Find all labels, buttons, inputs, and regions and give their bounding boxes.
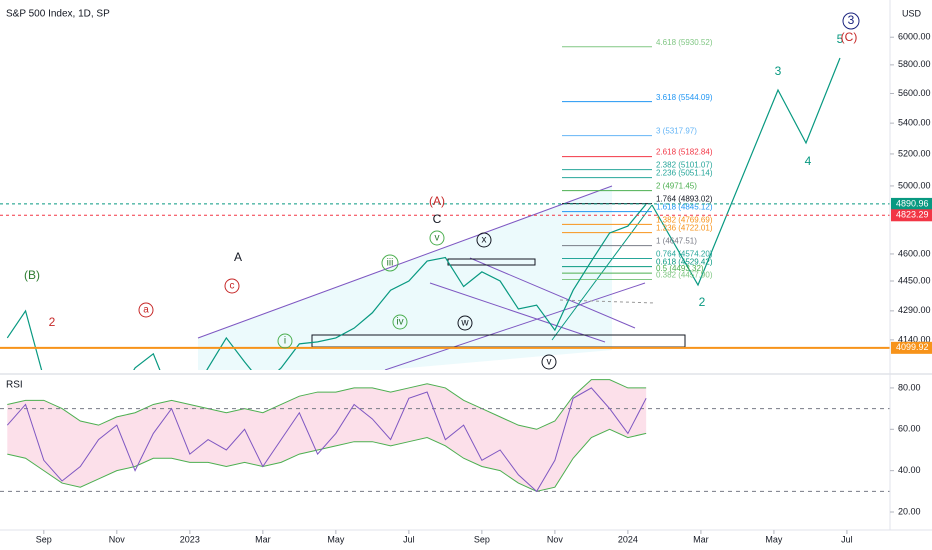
fib-label: 2.236 (5051.14)	[656, 169, 713, 178]
wave-label: w	[460, 318, 469, 329]
x-tick-label: Nov	[109, 534, 126, 544]
rsi-line	[6, 387, 647, 493]
wave-circle	[429, 230, 445, 246]
fib-label: 1.764 (4893.02)	[656, 195, 713, 204]
y-tick-label: 5600.00	[898, 88, 931, 98]
rsi-band	[7, 379, 647, 492]
rsi-band-edge	[7, 428, 647, 492]
chart-title: S&P 500 Index, 1D, SP	[6, 9, 110, 20]
channel-fill	[198, 186, 612, 370]
channel-line	[197, 185, 613, 339]
fib-label: 1.382 (4769.69)	[656, 216, 713, 225]
wave-label: 3	[775, 64, 782, 78]
wave-label: v	[435, 233, 440, 244]
x-tick-label: 2024	[618, 534, 638, 544]
wave-label: (B)	[24, 268, 40, 282]
fib-label: 1.618 (4845.12)	[656, 203, 713, 212]
wave-circle	[457, 315, 473, 331]
fib-label: 2 (4971.45)	[656, 182, 697, 191]
wave-label: i	[284, 336, 286, 347]
x-tick-label: Nov	[547, 534, 564, 544]
wave-labels: (B) 2 a c A (A) C i iii v iv x w v 2 3 4…	[24, 12, 860, 370]
price-tag-label: 4099.92	[896, 342, 929, 352]
wave-label: 4	[805, 154, 812, 168]
x-tick-label: 2023	[180, 534, 200, 544]
y-tick-label: 4290.00	[898, 305, 931, 315]
fib-label: 3.618 (5544.09)	[656, 93, 713, 102]
y-tick-label: 5200.00	[898, 148, 931, 158]
y-tick-label: 4140.00	[898, 334, 931, 344]
wave-circle	[476, 232, 492, 248]
price-tag-label: 4823.29	[896, 210, 929, 220]
fib-label: 0.382 (4457.90)	[656, 271, 713, 280]
wave-label: c	[230, 281, 235, 292]
price-line	[6, 203, 647, 370]
x-tick-label: Sep	[474, 534, 490, 544]
fib-label: 4.618 (5930.52)	[656, 38, 713, 47]
wave-label: x	[482, 235, 487, 246]
wave-circle	[138, 302, 154, 318]
price-tag	[891, 209, 932, 222]
fib-label: 0.764 (4574.20)	[656, 250, 713, 259]
x-tick-label: Sep	[36, 534, 52, 544]
x-tick-label: Jul	[403, 534, 415, 544]
y-tick-label: 5400.00	[898, 118, 931, 128]
wave-circle	[541, 354, 557, 370]
y-tick-label: 60.00	[898, 424, 921, 434]
fib-label: 1 (4647.51)	[656, 237, 697, 246]
fib-label: 3 (5317.97)	[656, 127, 697, 136]
wave-label: 2	[699, 295, 706, 309]
fib-label: 0.618 (4529.42)	[656, 258, 713, 267]
wave-label: v	[547, 357, 552, 368]
wave-label: A	[234, 250, 242, 264]
rsi-band-edge	[7, 379, 647, 430]
wave-label: iv	[396, 317, 403, 328]
wave-label: (A)	[429, 194, 445, 208]
trend-line	[559, 299, 656, 304]
x-tick-label: Mar	[255, 534, 271, 544]
x-tick-label: Mar	[693, 534, 709, 544]
fib-label: 0.5 (4493.32)	[656, 264, 704, 273]
wave-label: 5	[837, 32, 844, 46]
channel-line	[429, 282, 606, 343]
y-tick-label: 4600.00	[898, 248, 931, 258]
price-pane: 4.618 (5930.52) 3.618 (5544.09) 3 (5317.97…	[0, 38, 890, 370]
fib-label: 1.236 (4722.01)	[656, 224, 713, 233]
x-tick-label: Jul	[841, 534, 853, 544]
y-tick-label: 5000.00	[898, 180, 931, 190]
fib-label: 2.382 (5101.07)	[656, 161, 713, 170]
unit-label: USD	[902, 8, 922, 18]
price-tag	[891, 341, 932, 354]
channel-line	[384, 282, 646, 370]
wave-label: iii	[387, 258, 394, 269]
channel-line	[469, 257, 636, 329]
wave-circle	[392, 314, 408, 330]
wave-circle	[842, 12, 860, 30]
wave-circle	[277, 333, 293, 349]
price-tag-label: 4890.96	[896, 198, 929, 208]
y-tick-label: 4450.00	[898, 275, 931, 285]
y-tick-label: 80.00	[898, 382, 921, 392]
x-tick-label: May	[765, 534, 783, 544]
wave-label: C	[433, 212, 442, 226]
rsi-pane	[0, 379, 890, 493]
projection	[651, 57, 841, 287]
x-tick-label: May	[327, 534, 345, 544]
fib-label: 2.618 (5182.84)	[656, 148, 713, 157]
y-tick-label: 40.00	[898, 465, 921, 475]
y-tick-label: 6000.00	[898, 32, 931, 42]
y-tick-label: 5800.00	[898, 59, 931, 69]
wave-label: (C)	[841, 30, 858, 44]
price-tag	[891, 197, 932, 210]
wave-circle	[224, 278, 240, 294]
wave-label: 3	[848, 13, 855, 27]
wave-circle	[381, 254, 399, 272]
trend-line	[551, 204, 653, 341]
y-tick-label: 20.00	[898, 506, 921, 516]
rsi-title: RSI	[6, 380, 23, 391]
wave-label: a	[143, 305, 149, 316]
wave-label: 2	[49, 315, 56, 329]
